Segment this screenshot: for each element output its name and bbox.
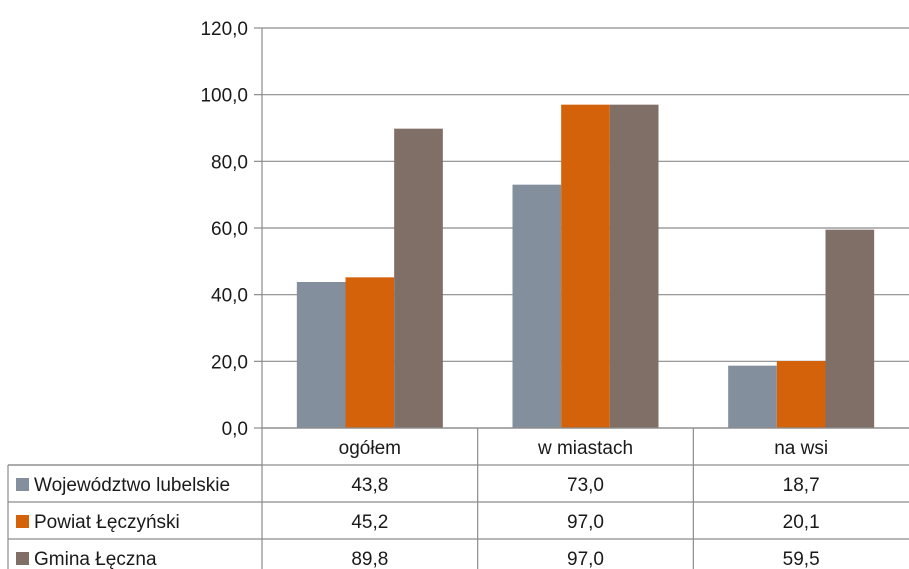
table-cell-value: 20,1 <box>783 512 820 533</box>
table-cell-value: 97,0 <box>567 512 604 533</box>
legend-swatch <box>16 478 29 491</box>
bar <box>728 365 777 428</box>
category-label: na wsi <box>774 438 828 459</box>
y-tick-label: 40,0 <box>211 286 248 307</box>
legend-label: Gmina Łęczna <box>34 549 157 569</box>
legend-label: Województwo lubelskie <box>34 475 230 496</box>
bar <box>345 277 395 428</box>
category-label: w miastach <box>537 438 633 459</box>
table-cell-value: 97,0 <box>567 549 604 569</box>
y-tick-label: 0,0 <box>222 419 248 440</box>
bars <box>296 104 875 429</box>
table-cell-value: 73,0 <box>567 475 604 496</box>
bar <box>394 128 443 428</box>
y-tick-label: 20,0 <box>211 352 248 373</box>
bar <box>512 184 562 428</box>
table-cell-value: 89,8 <box>351 549 388 569</box>
bar <box>825 229 875 428</box>
y-tick-label: 100,0 <box>200 86 248 107</box>
legend-swatch <box>16 552 29 565</box>
data-table: ogółem w miastach na wsi Województwo lubels… <box>7 427 909 569</box>
y-tick-label: 120,0 <box>200 19 248 40</box>
table-cell-value: 43,8 <box>351 475 388 496</box>
y-tick-label: 60,0 <box>211 219 248 240</box>
bar <box>609 104 659 429</box>
bar <box>561 104 610 429</box>
y-tick-label: 80,0 <box>211 152 248 173</box>
bar <box>776 361 826 428</box>
y-axis-tick-labels: 0,0 20,0 40,0 60,0 80,0 100,0 120,0 <box>200 19 248 440</box>
category-label: ogółem <box>339 438 401 459</box>
table-cell-value: 45,2 <box>351 512 388 533</box>
legend-swatch <box>16 515 29 528</box>
table-cell-value: 59,5 <box>783 549 820 569</box>
legend-label: Powiat Łęczyński <box>34 512 180 533</box>
table-cell-value: 18,7 <box>783 475 820 496</box>
bar <box>296 282 346 428</box>
